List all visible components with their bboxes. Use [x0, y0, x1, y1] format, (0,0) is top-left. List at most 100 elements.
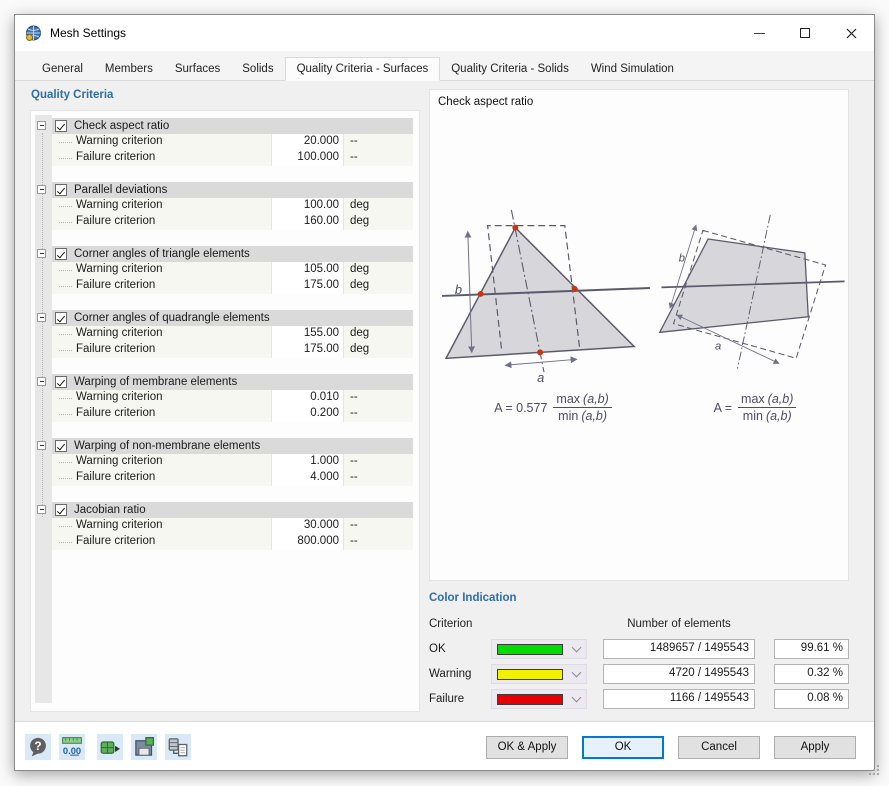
- collapse-toggle[interactable]: [37, 441, 46, 450]
- tab-solids[interactable]: Solids: [242, 63, 274, 75]
- resize-grip[interactable]: [869, 765, 871, 767]
- checkbox[interactable]: [55, 184, 67, 196]
- criterion-unit: deg: [343, 342, 413, 358]
- group-label: Corner angles of quadrangle elements: [74, 312, 270, 324]
- elements-column-label: Number of elements: [627, 618, 731, 630]
- chevron-down-icon: [571, 642, 582, 653]
- checkbox[interactable]: [55, 440, 67, 452]
- mesh-apply-icon: [100, 741, 120, 754]
- criteria-group-quadrangle-angles: Corner angles of quadrangle elements War…: [37, 310, 413, 358]
- criterion-value[interactable]: 1.000: [271, 454, 343, 470]
- formula-prefix: A = 0.577: [494, 400, 548, 415]
- close-icon: [846, 28, 856, 38]
- maximize-button[interactable]: [782, 15, 828, 51]
- criterion-value[interactable]: 160.00: [271, 214, 343, 230]
- ok-percentage: 99.61 %: [774, 639, 849, 659]
- collapse-toggle[interactable]: [37, 377, 46, 386]
- help-button[interactable]: ?: [25, 734, 51, 760]
- criterion-value[interactable]: 800.000: [271, 534, 343, 550]
- mesh-defaults-button[interactable]: [97, 734, 123, 760]
- criterion-value[interactable]: 100.000: [271, 150, 343, 166]
- criterion-value[interactable]: 0.010: [271, 390, 343, 406]
- tab-general[interactable]: General: [42, 63, 83, 75]
- chevron-down-icon: [571, 692, 582, 703]
- criteria-group-header: Parallel deviations: [52, 182, 413, 198]
- units-and-decimal-places-button[interactable]: 0.00: [59, 734, 85, 760]
- tab-wind-simulation[interactable]: Wind Simulation: [590, 63, 674, 75]
- collapse-toggle[interactable]: [37, 249, 46, 258]
- criteria-group-header: Warping of non-membrane elements: [52, 438, 413, 454]
- collapse-toggle[interactable]: [37, 505, 46, 514]
- criterion-unit: --: [343, 534, 413, 550]
- save-as-default-button[interactable]: [131, 734, 157, 760]
- criterion-unit: --: [343, 470, 413, 486]
- tab-bar: General Members Surfaces Solids Quality …: [15, 51, 874, 81]
- criterion-value[interactable]: 20.000: [271, 134, 343, 150]
- minimize-button[interactable]: [736, 15, 782, 51]
- save-icon: [135, 737, 154, 756]
- criterion-unit: --: [343, 454, 413, 470]
- ok-label: OK: [429, 643, 446, 655]
- ok-color-dropdown[interactable]: [491, 639, 587, 659]
- dialog-footer: ? 0.00: [15, 721, 874, 770]
- close-button[interactable]: [828, 15, 874, 51]
- formula-numerator-args: (a,b): [583, 392, 609, 406]
- criteria-group-triangle-angles: Corner angles of triangle elements Warni…: [37, 246, 413, 294]
- criterion-row: Warning criterion 1.000 --: [52, 454, 413, 470]
- formula-denominator-args: (a,b): [765, 409, 792, 423]
- svg-text:0.00: 0.00: [63, 746, 81, 756]
- criterion-value[interactable]: 175.00: [271, 342, 343, 358]
- help-icon: ?: [30, 737, 46, 757]
- criterion-value[interactable]: 0.200: [271, 406, 343, 422]
- ok-and-apply-button[interactable]: OK & Apply: [486, 736, 568, 759]
- checkbox[interactable]: [55, 504, 67, 516]
- ok-element-count: 1489657 / 1495543: [603, 639, 755, 659]
- criterion-label: Warning criterion: [52, 198, 271, 214]
- criterion-unit: deg: [343, 214, 413, 230]
- criteria-group-warping-non-membrane: Warping of non-membrane elements Warning…: [37, 438, 413, 486]
- tab-quality-criteria-solids[interactable]: Quality Criteria - Solids: [451, 63, 569, 75]
- formula-numerator: max: [556, 392, 581, 406]
- checkbox[interactable]: [55, 312, 67, 324]
- apply-button[interactable]: Apply: [774, 736, 856, 759]
- criterion-unit: deg: [343, 278, 413, 294]
- criterion-value[interactable]: 175.00: [271, 278, 343, 294]
- group-label: Parallel deviations: [74, 184, 168, 196]
- criterion-unit: --: [343, 134, 413, 150]
- ok-button[interactable]: OK: [582, 736, 664, 759]
- criterion-value[interactable]: 100.00: [271, 198, 343, 214]
- formula-numerator: max: [741, 392, 765, 406]
- triangle-element-diagram: b a: [442, 209, 651, 385]
- tree-connector-line: [42, 133, 43, 517]
- criterion-value[interactable]: 155.00: [271, 326, 343, 342]
- minus-icon: [39, 253, 44, 255]
- criteria-group-jacobian-ratio: Jacobian ratio Warning criterion 30.000 …: [37, 502, 413, 550]
- mesh-settings-dialog: Mesh Settings General Members Surfaces S…: [14, 14, 875, 771]
- warning-color-swatch: [497, 668, 563, 680]
- failure-color-dropdown[interactable]: [491, 689, 587, 709]
- criterion-value[interactable]: 4.000: [271, 470, 343, 486]
- criteria-group-header: Corner angles of triangle elements: [52, 246, 413, 262]
- warning-color-dropdown[interactable]: [491, 664, 587, 684]
- copy-settings-icon: [168, 738, 188, 757]
- collapse-toggle[interactable]: [37, 185, 46, 194]
- checkbox[interactable]: [55, 120, 67, 132]
- collapse-toggle[interactable]: [37, 121, 46, 130]
- minus-icon: [39, 189, 44, 191]
- criteria-group-header: Corner angles of quadrangle elements: [52, 310, 413, 326]
- transfer-settings-button[interactable]: [165, 734, 191, 760]
- collapse-toggle[interactable]: [37, 313, 46, 322]
- criterion-unit: --: [343, 390, 413, 406]
- tab-surfaces[interactable]: Surfaces: [174, 63, 221, 75]
- checkbox[interactable]: [55, 376, 67, 388]
- criterion-value[interactable]: 105.00: [271, 262, 343, 278]
- cancel-button[interactable]: Cancel: [678, 736, 760, 759]
- criterion-value[interactable]: 30.000: [271, 518, 343, 534]
- warning-percentage: 0.32 %: [774, 664, 849, 684]
- tab-quality-criteria-surfaces[interactable]: Quality Criteria - Surfaces: [284, 57, 441, 81]
- checkbox[interactable]: [55, 248, 67, 260]
- tab-members[interactable]: Members: [104, 63, 153, 75]
- formula-denominator-args: (a,b): [581, 409, 608, 423]
- formula-prefix: A =: [713, 400, 733, 415]
- criteria-group-header: Jacobian ratio: [52, 502, 413, 518]
